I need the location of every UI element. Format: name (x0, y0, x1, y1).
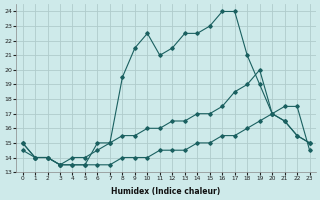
X-axis label: Humidex (Indice chaleur): Humidex (Indice chaleur) (111, 187, 221, 196)
